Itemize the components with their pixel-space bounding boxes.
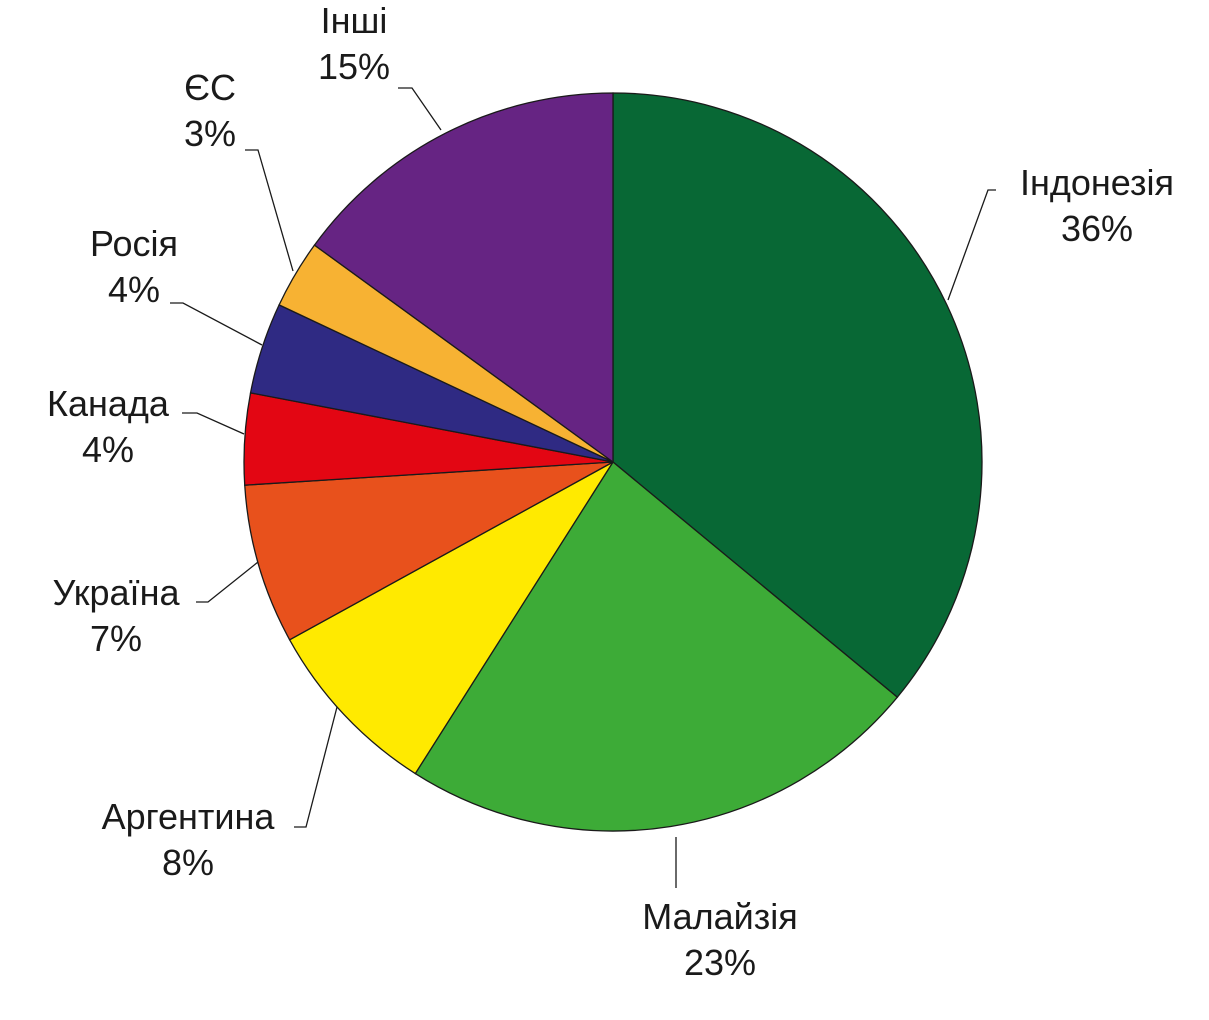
slice-label-value: 3% (184, 113, 236, 154)
slice-label: ЄС 3% (184, 67, 236, 154)
slice-label-value: 8% (162, 842, 214, 883)
pie-slice (414, 461, 899, 832)
slice-label: Малайзія 23% (642, 896, 798, 983)
slice-label-name: Інші (321, 0, 388, 41)
leader-lines (170, 87, 996, 888)
slice-label: Росія 4% (90, 223, 178, 310)
slice-label: Канада 4% (47, 383, 170, 470)
slice-label-name: Індонезія (1020, 162, 1174, 203)
leader-line (196, 561, 259, 603)
slice-label-name: ЄС (184, 67, 236, 108)
slice-labels: Індонезія 36% Малайзія 23% Аргентина 8% Україн… (47, 0, 1174, 983)
slice-label: Україна 7% (53, 572, 181, 659)
leader-line (294, 706, 338, 828)
slice-label-value: 7% (90, 618, 142, 659)
slice-label: Інші 15% (318, 0, 390, 87)
slice-label: Індонезія 36% (1020, 162, 1174, 249)
slice-label-value: 15% (318, 46, 390, 87)
slice-label: Аргентина 8% (102, 796, 276, 883)
pie-slice (313, 92, 614, 464)
pie-slice (244, 461, 614, 641)
leader-line (398, 87, 442, 131)
slice-label-value: 4% (82, 429, 134, 470)
slice-label-name: Україна (53, 572, 181, 613)
leader-line (947, 189, 996, 301)
leader-line (182, 412, 245, 435)
slice-label-name: Малайзія (642, 896, 798, 937)
pie-slices (243, 92, 983, 832)
slice-label-value: 4% (108, 269, 160, 310)
pie-slice (288, 461, 614, 775)
leader-line (170, 302, 263, 346)
slice-label-value: 36% (1061, 208, 1133, 249)
slice-label-value: 23% (684, 942, 756, 983)
slice-label-name: Аргентина (102, 796, 276, 837)
pie-slice (612, 92, 983, 699)
slice-label-name: Канада (47, 383, 170, 424)
slice-label-name: Росія (90, 223, 178, 264)
leader-line (245, 149, 294, 272)
